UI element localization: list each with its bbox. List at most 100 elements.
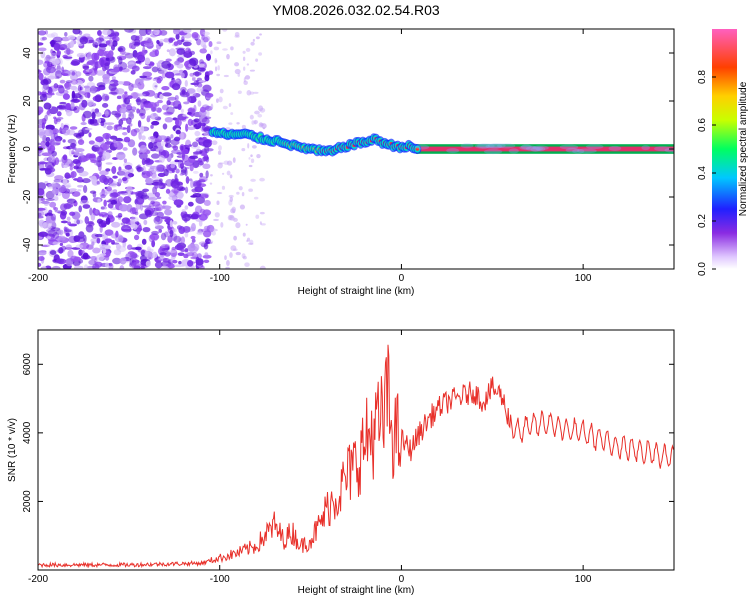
noise-speck [58, 247, 64, 254]
noise-speck [77, 176, 83, 182]
noise-speck [96, 218, 103, 224]
noise-speck [245, 47, 251, 52]
noise-speck [241, 124, 246, 129]
noise-speck [188, 144, 193, 147]
signal-halo [525, 146, 543, 152]
noise-speck [43, 202, 49, 206]
signal-halo [415, 144, 430, 150]
noise-speck [228, 122, 233, 125]
spectrogram-ytick-label: 40 [22, 47, 33, 59]
noise-speck [102, 103, 109, 108]
noise-speck [87, 39, 95, 44]
noise-speck [64, 174, 72, 179]
signal-halo [577, 148, 597, 154]
noise-speck [125, 253, 130, 260]
colorbar-tick-label: 0.6 [697, 118, 708, 132]
noise-speck [187, 243, 196, 252]
noise-speck [157, 135, 168, 140]
noise-speck [181, 116, 189, 119]
noise-speck [90, 175, 97, 184]
noise-speck [96, 237, 101, 244]
noise-speck [186, 96, 192, 103]
noise-speck [149, 233, 160, 241]
noise-speck [120, 127, 128, 130]
noise-speck [154, 85, 158, 88]
noise-speck [179, 186, 184, 190]
noise-speck [78, 170, 89, 177]
signal-halo [608, 145, 622, 151]
noise-speck [259, 177, 265, 182]
noise-speck [196, 38, 202, 46]
noise-speck [174, 118, 182, 127]
noise-speck [74, 153, 83, 157]
noise-speck [38, 128, 46, 136]
noise-speck [40, 197, 46, 202]
noise-speck [259, 221, 262, 225]
noise-speck [160, 182, 164, 185]
noise-speck [128, 112, 135, 120]
noise-speck [111, 242, 120, 245]
noise-speck [160, 265, 169, 269]
noise-speck [233, 248, 238, 251]
noise-speck [142, 188, 149, 193]
noise-speck [191, 251, 198, 259]
noise-speck [203, 36, 209, 43]
colorbar-tick-label: 0.0 [697, 262, 708, 276]
colorbar-tick-label: 0.4 [697, 166, 708, 180]
noise-speck [198, 63, 205, 68]
noise-speck [246, 90, 252, 96]
noise-speck [71, 150, 75, 155]
noise-speck [130, 129, 138, 137]
noise-speck [53, 42, 61, 51]
noise-speck [127, 173, 135, 178]
noise-speck [123, 94, 128, 98]
noise-speck [145, 170, 153, 177]
noise-speck [151, 120, 160, 126]
noise-speck [149, 210, 159, 217]
noise-speck [41, 84, 49, 93]
noise-speck [260, 223, 266, 226]
noise-speck [184, 186, 189, 194]
noise-speck [94, 233, 104, 238]
noise-speck [102, 36, 111, 40]
noise-speck [132, 147, 138, 156]
spectrogram-xtick-label: 0 [399, 273, 405, 284]
noise-speck [71, 191, 81, 197]
noise-speck [38, 182, 47, 191]
noise-speck [168, 38, 174, 43]
noise-speck [112, 40, 118, 47]
noise-speck [255, 36, 260, 40]
noise-speck [154, 191, 161, 198]
spectrogram-image [38, 29, 674, 269]
noise-speck [141, 263, 146, 266]
noise-speck [169, 229, 174, 238]
noise-speck [61, 73, 69, 76]
noise-speck [40, 51, 46, 59]
noise-speck [144, 209, 152, 216]
noise-speck [159, 93, 164, 100]
noise-speck [122, 177, 128, 182]
noise-speck [258, 105, 264, 112]
noise-speck [142, 66, 152, 70]
noise-speck [120, 222, 126, 226]
noise-speck [178, 260, 182, 265]
noise-speck [51, 188, 59, 195]
noise-speck [170, 180, 180, 189]
noise-speck [47, 92, 55, 96]
noise-speck [147, 31, 157, 35]
signal-halo [530, 146, 541, 152]
noise-speck [118, 235, 124, 243]
noise-speck [45, 198, 55, 201]
snr-axes: -200 -100 0 100 2000 4000 6000 [22, 330, 674, 585]
noise-speck [216, 192, 223, 195]
noise-speck [167, 249, 177, 253]
noise-speck [257, 113, 263, 118]
noise-speck [204, 105, 213, 111]
noise-speck [112, 257, 122, 265]
noise-speck [128, 111, 134, 117]
noise-speck [116, 151, 126, 161]
noise-speck [128, 42, 133, 49]
noise-speck [215, 59, 218, 63]
noise-speck [78, 205, 83, 213]
